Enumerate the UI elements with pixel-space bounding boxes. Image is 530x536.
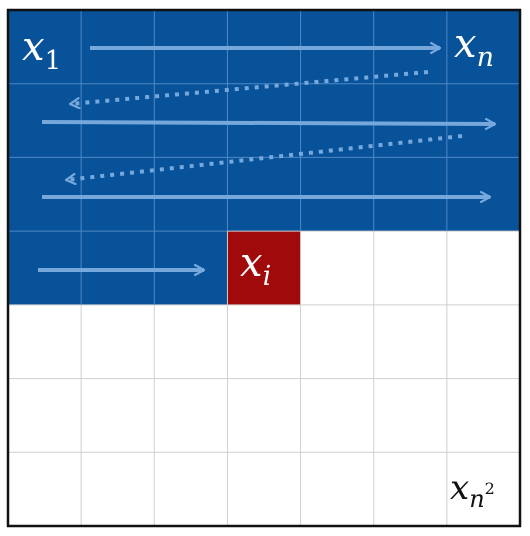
grid-cell-empty: [81, 378, 155, 453]
grid-cell-filled: [373, 157, 448, 232]
grid-cell-filled: [227, 157, 302, 232]
grid-cell-filled: [446, 157, 521, 232]
grid-cell-empty: [154, 304, 229, 380]
label-row-end-cell: xn: [454, 21, 494, 73]
grid-cell-empty: [446, 231, 521, 306]
grid-border: [6, 8, 522, 528]
grid-cell-filled: [8, 157, 82, 232]
grid-cell-empty: [300, 378, 375, 453]
grid-cell-empty: [81, 452, 155, 527]
label-row-end-base: x: [454, 21, 477, 67]
grid-cell-empty: [227, 452, 302, 527]
grid-cell-empty: [446, 452, 521, 527]
grid-cell-empty: [373, 378, 448, 453]
grid-cell-current: [227, 231, 302, 306]
grid-cell-filled: [81, 157, 155, 232]
label-current-base: x: [240, 240, 263, 286]
grid-cell-empty: [300, 231, 375, 306]
grid-cell-empty: [81, 304, 155, 380]
label-last-sub: n: [469, 485, 484, 513]
label-first-sub: 1: [45, 46, 62, 76]
grid-cell-filled: [446, 10, 521, 85]
grid-cell-empty: [446, 304, 521, 380]
grid-cell-filled: [8, 10, 82, 85]
grid-cell-empty: [8, 304, 82, 380]
grid-cell-filled: [300, 157, 375, 232]
label-last-base: x: [450, 468, 469, 508]
label-current-sub: i: [263, 261, 272, 292]
grid-cell-empty: [8, 452, 82, 527]
grid-cell-empty: [154, 452, 229, 527]
label-current-cell: xi: [240, 240, 271, 292]
cell-labels: x1 xn xi xn2: [22, 21, 495, 513]
grid-cell-filled: [446, 83, 521, 159]
grid-cell-empty: [300, 304, 375, 380]
grid-cell-empty: [300, 452, 375, 527]
grid-cell-filled: [373, 83, 448, 159]
label-row-end-sub: n: [477, 42, 494, 73]
grid-cell-filled: [154, 157, 229, 232]
grid-cell-empty: [154, 378, 229, 453]
grid-cell-empty: [227, 378, 302, 453]
scan-arrow-row-2: [41, 122, 495, 124]
grid-cell-filled: [227, 83, 302, 159]
return-arrow-dotted-2: [66, 134, 463, 180]
grid-cell-empty: [373, 452, 448, 527]
label-last-sup: 2: [485, 479, 495, 498]
grid-cell-empty: [8, 378, 82, 453]
grid-cell-empty: [373, 304, 448, 380]
label-first-base: x: [22, 24, 45, 70]
grid-cell-empty: [446, 378, 521, 453]
label-last-cell: xn2: [450, 468, 495, 513]
grid-cell-empty: [227, 304, 302, 380]
label-first-cell: x1: [22, 24, 61, 76]
scan-path-arrows: [38, 48, 495, 270]
grid-cell-empty: [373, 231, 448, 306]
grid-cell-filled: [300, 83, 375, 159]
